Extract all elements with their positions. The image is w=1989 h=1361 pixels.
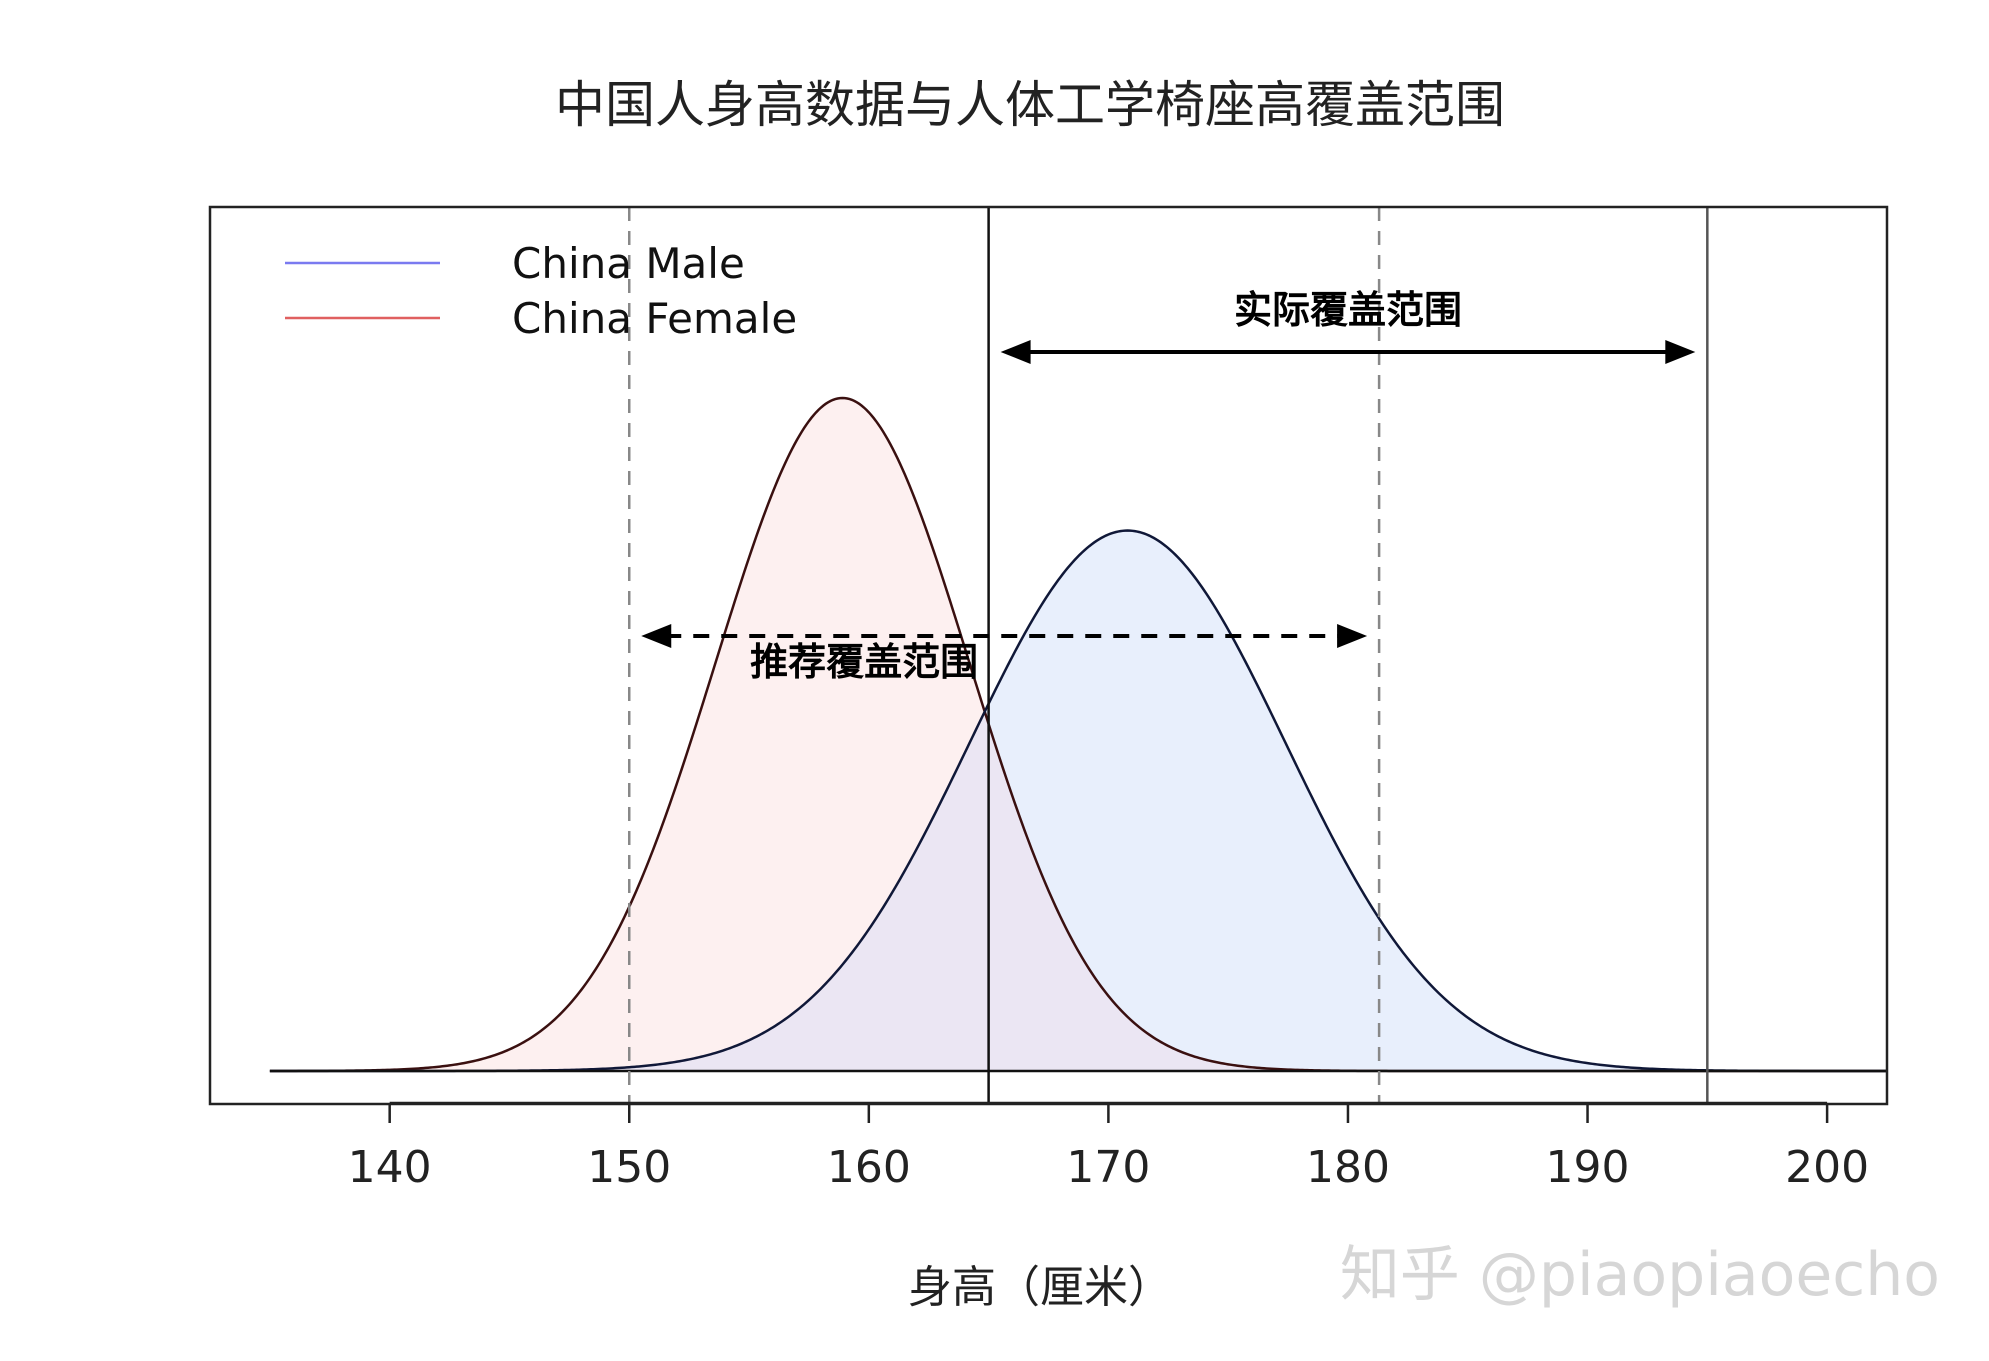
annotation-arrowhead-left-1 — [641, 624, 672, 648]
annotation-label-0: 实际覆盖范围 — [1234, 288, 1462, 332]
x-tick-label-1: 150 — [587, 1142, 671, 1193]
overlap-area — [269, 713, 1887, 1071]
x-axis-label: 身高（厘米） — [908, 1262, 1172, 1313]
legend: China Male China Female — [285, 239, 797, 343]
series-area-0 — [269, 398, 1887, 1071]
legend-label-0: China Male — [512, 239, 745, 288]
x-tick-label-6: 200 — [1785, 1142, 1869, 1193]
plot-area — [269, 207, 1887, 1104]
annotation-arrowhead-right-1 — [1337, 624, 1368, 648]
watermark: 知乎 @piaopiaoecho — [1340, 1240, 1940, 1310]
x-tick-label-4: 180 — [1306, 1142, 1390, 1193]
x-tick-label-5: 190 — [1546, 1142, 1630, 1193]
x-tick-label-0: 140 — [348, 1142, 432, 1193]
x-tick-label-2: 160 — [827, 1142, 911, 1193]
annotation-label-1: 推荐覆盖范围 — [750, 640, 978, 684]
x-tick-label-3: 170 — [1066, 1142, 1150, 1193]
annotation-arrowhead-right-0 — [1665, 340, 1696, 364]
annotation-arrowhead-left-0 — [1000, 340, 1031, 364]
legend-label-1: China Female — [512, 294, 797, 343]
series-area-1 — [269, 530, 1887, 1071]
x-axis: 140 150 160 170 180 190 200 — [348, 1101, 1869, 1193]
chart-title: 中国人身高数据与人体工学椅座高覆盖范围 — [555, 76, 1505, 134]
